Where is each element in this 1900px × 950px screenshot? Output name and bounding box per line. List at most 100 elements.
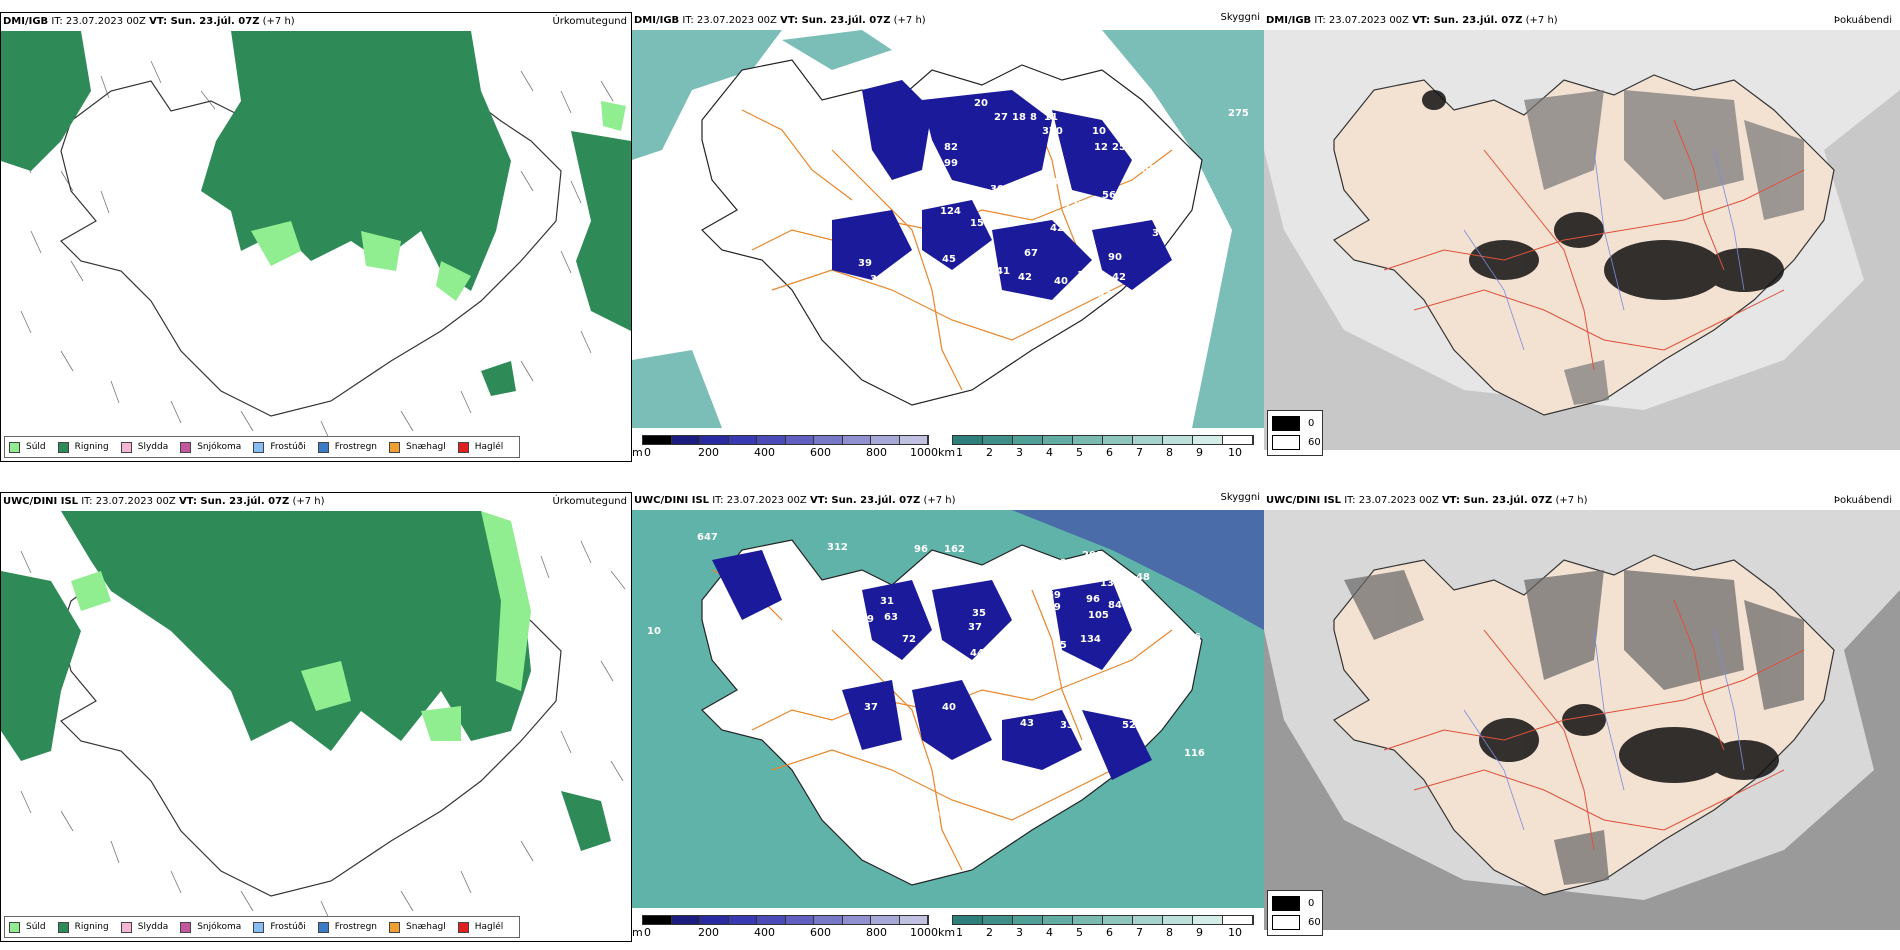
value-label: 18	[1012, 112, 1026, 123]
legend-item: Frostúði	[253, 921, 306, 933]
legend-swatch	[457, 921, 469, 933]
visibility-tick: 6	[1106, 446, 1113, 459]
value-label: 18	[1114, 116, 1128, 127]
panel-header: DMI/IGB IT: 23.07.2023 00Z VT: Sun. 23.j…	[634, 15, 926, 26]
panel-header: DMI/IGB IT: 23.07.2023 00Z VT: Sun. 23.j…	[3, 16, 295, 27]
valid-time: VT: Sun. 23.júl. 07Z	[1441, 495, 1553, 506]
panel-title: Þokuábendi	[1833, 495, 1892, 506]
visibility-tick: 7	[1136, 446, 1143, 459]
init-time: IT: 23.07.2023 00Z	[51, 16, 146, 27]
fog-legend-high: 60	[1272, 915, 1321, 930]
value-label: 124	[940, 206, 961, 217]
value-label: 47	[1098, 290, 1112, 301]
fog-high-label: 60	[1308, 917, 1321, 928]
model-name: DMI/IGB	[634, 15, 680, 26]
value-label: 20	[974, 98, 988, 109]
legend-item: Snæhagl	[389, 441, 446, 453]
legend-item: Slydda	[120, 441, 168, 453]
precip-legend: Súld Rigning Slydda Snjókoma Frostúði Fr…	[4, 916, 521, 938]
value-label: 72	[902, 634, 916, 645]
valid-time: VT: Sun. 23.júl. 07Z	[780, 15, 891, 26]
visibility-tick: 10	[1228, 926, 1242, 939]
panel-title: Skyggni	[1220, 12, 1260, 23]
fog-legend-high: 60	[1272, 435, 1321, 450]
value-label: 58	[1004, 588, 1018, 599]
legend-item: Haglél	[457, 921, 503, 933]
cloud-base-values: 305 20 27 18 8 20 11 370 10 18 12 25 82 …	[832, 88, 1249, 303]
legend-swatch	[457, 441, 469, 453]
visibility-tick: 8	[1166, 446, 1173, 459]
value-label: 68	[996, 708, 1010, 719]
fog-map	[1264, 30, 1900, 450]
legend-item: Slydda	[120, 921, 169, 933]
legend-swatch	[389, 921, 401, 933]
panel-header: UWC/DINI ISL IT: 23.07.2023 00Z VT: Sun.…	[634, 495, 956, 506]
visibility-tick: 4	[1046, 926, 1053, 939]
lead-time: (+7 h)	[292, 496, 325, 507]
legend-item: Súld	[9, 921, 46, 933]
legend-item: Haglél	[457, 441, 504, 453]
legend-label: Súld	[26, 442, 46, 452]
value-label: 90	[1108, 252, 1122, 263]
fog-legend-low: 0	[1272, 896, 1314, 911]
value-label: 87	[1172, 634, 1186, 645]
visibility-strip	[952, 915, 1254, 925]
value-label: 49	[1032, 698, 1046, 709]
visibility-tick: 7	[1136, 926, 1143, 939]
value-label: 142	[917, 194, 938, 205]
legend-item: Rigning	[57, 441, 109, 453]
visibility-tick: 5	[1076, 446, 1083, 459]
legend-item: Frostregn	[317, 921, 378, 933]
visibility-field	[632, 30, 1264, 428]
model-name: UWC/DINI ISL	[1266, 495, 1342, 506]
legend-label: Rigning	[74, 922, 109, 932]
value-label: 162	[944, 544, 965, 555]
fog-legend: 0 60	[1267, 410, 1323, 456]
model-name: DMI/IGB	[1266, 15, 1312, 26]
legend-label: Frostregn	[334, 922, 378, 932]
lead-time: (+7 h)	[262, 16, 295, 27]
init-time: IT: 23.07.2023 00Z	[1344, 495, 1439, 506]
fog-legend-low: 0	[1272, 416, 1314, 431]
value-label: 134	[1080, 634, 1101, 645]
panel-header: DMI/IGB IT: 23.07.2023 00Z VT: Sun. 23.j…	[1266, 15, 1558, 26]
fog-low-label: 0	[1308, 898, 1315, 909]
precip-map	[1, 31, 631, 436]
ceiling-tick: 0	[644, 926, 651, 939]
value-label: 31	[880, 596, 894, 607]
low-ceiling-area	[832, 80, 1172, 300]
value-label: 27	[994, 112, 1008, 123]
value-label: 129	[1077, 270, 1098, 281]
ceiling-tick: 600	[810, 926, 831, 939]
legend-swatch	[120, 441, 132, 453]
value-label: 86	[1032, 574, 1046, 585]
value-label: 152	[970, 218, 991, 229]
legend-label: Haglél	[474, 442, 504, 452]
rivers	[1463, 629, 1745, 831]
value-label: 44	[970, 648, 984, 659]
value-label: 10	[1092, 126, 1106, 137]
value-label: 42	[1112, 272, 1126, 283]
value-label: 109	[1040, 602, 1061, 613]
legend-label: Slydda	[137, 922, 169, 932]
legend-label: Súld	[26, 922, 46, 932]
value-label: 47	[1002, 292, 1016, 303]
legend-swatch	[120, 921, 132, 933]
visibility-tick: 2	[986, 446, 993, 459]
value-label: 269	[1040, 590, 1061, 601]
fog-swatch-light	[1272, 915, 1300, 930]
rain-area	[1, 511, 611, 851]
ceiling-tick: 200	[698, 926, 719, 939]
value-label: 38	[1152, 228, 1166, 239]
fog-dark-areas	[1422, 90, 1784, 300]
value-label: 39	[858, 258, 872, 269]
init-time: IT: 23.07.2023 00Z	[712, 495, 807, 506]
legend-swatch	[317, 921, 329, 933]
model-name: DMI/IGB	[3, 16, 49, 27]
value-label: 57	[1052, 674, 1066, 685]
value-label: 43	[1020, 718, 1034, 729]
legend-swatch	[389, 441, 401, 453]
ceiling-strip	[642, 435, 929, 445]
lead-time: (+7 h)	[1525, 15, 1558, 26]
visibility-unit: km	[938, 446, 956, 459]
